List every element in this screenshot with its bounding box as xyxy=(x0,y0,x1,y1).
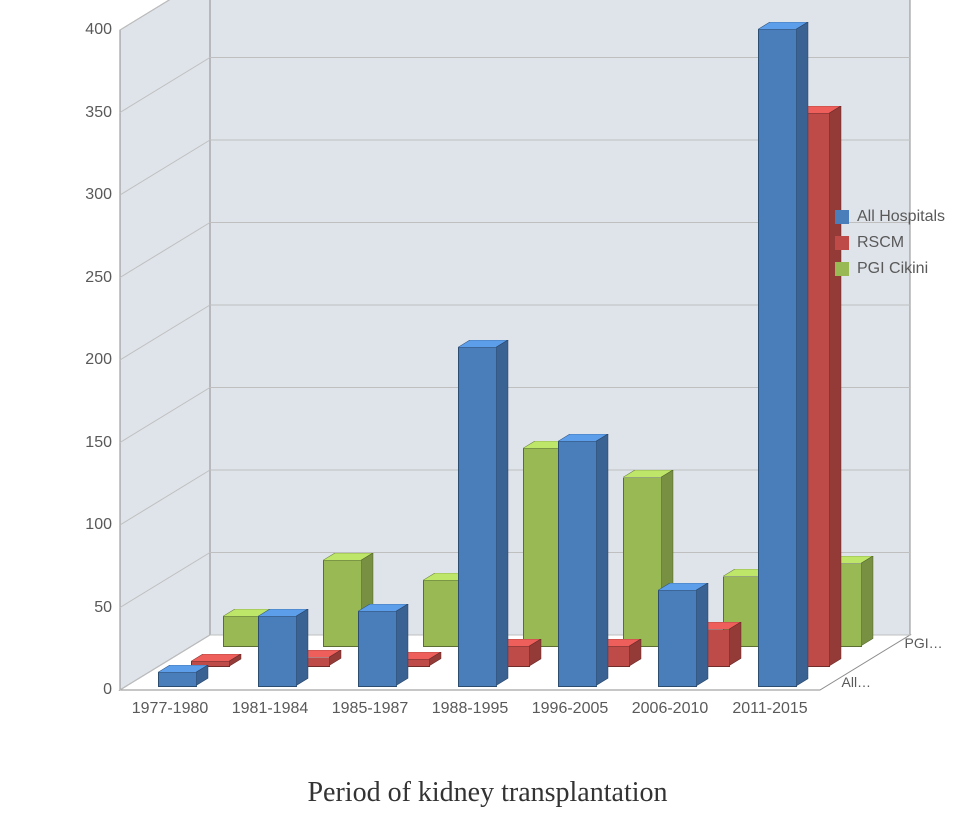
legend-item: RSCM xyxy=(835,234,945,252)
legend-item: PGI Cikini xyxy=(835,260,945,278)
x-tick-label: 1981-1984 xyxy=(232,700,309,718)
legend-swatch xyxy=(835,236,849,250)
depth-axis-label: PGI… xyxy=(905,635,943,651)
y-tick-label: 100 xyxy=(85,516,112,534)
legend-label: All Hospitals xyxy=(857,208,945,226)
depth-axis-label: All… xyxy=(842,674,872,690)
y-tick-label: 150 xyxy=(85,434,112,452)
y-tick-label: 400 xyxy=(85,21,112,39)
legend-label: RSCM xyxy=(857,234,904,252)
y-tick-label: 50 xyxy=(94,599,112,617)
x-tick-label: 2011-2015 xyxy=(732,700,807,718)
x-tick-label: 1996-2005 xyxy=(532,700,609,718)
x-tick-label: 2006-2010 xyxy=(632,700,709,718)
y-tick-label: 0 xyxy=(103,681,112,699)
y-tick-label: 200 xyxy=(85,351,112,369)
chart-container: Number of kidney transplantation Period … xyxy=(0,0,975,819)
x-axis-title: Period of kidney transplantation xyxy=(0,777,975,809)
y-tick-label: 300 xyxy=(85,186,112,204)
y-tick-label: 350 xyxy=(85,104,112,122)
legend-item: All Hospitals xyxy=(835,208,945,226)
x-tick-label: 1988-1995 xyxy=(432,700,509,718)
legend: All Hospitals RSCM PGI Cikini xyxy=(835,200,945,286)
bars-layer xyxy=(120,30,820,690)
x-tick-label: 1985-1987 xyxy=(332,700,409,718)
legend-label: PGI Cikini xyxy=(857,260,928,278)
legend-swatch xyxy=(835,262,849,276)
y-tick-label: 250 xyxy=(85,269,112,287)
legend-swatch xyxy=(835,210,849,224)
x-tick-label: 1977-1980 xyxy=(132,700,209,718)
plot-area: 0501001502002503003504001977-19801981-19… xyxy=(120,30,820,690)
